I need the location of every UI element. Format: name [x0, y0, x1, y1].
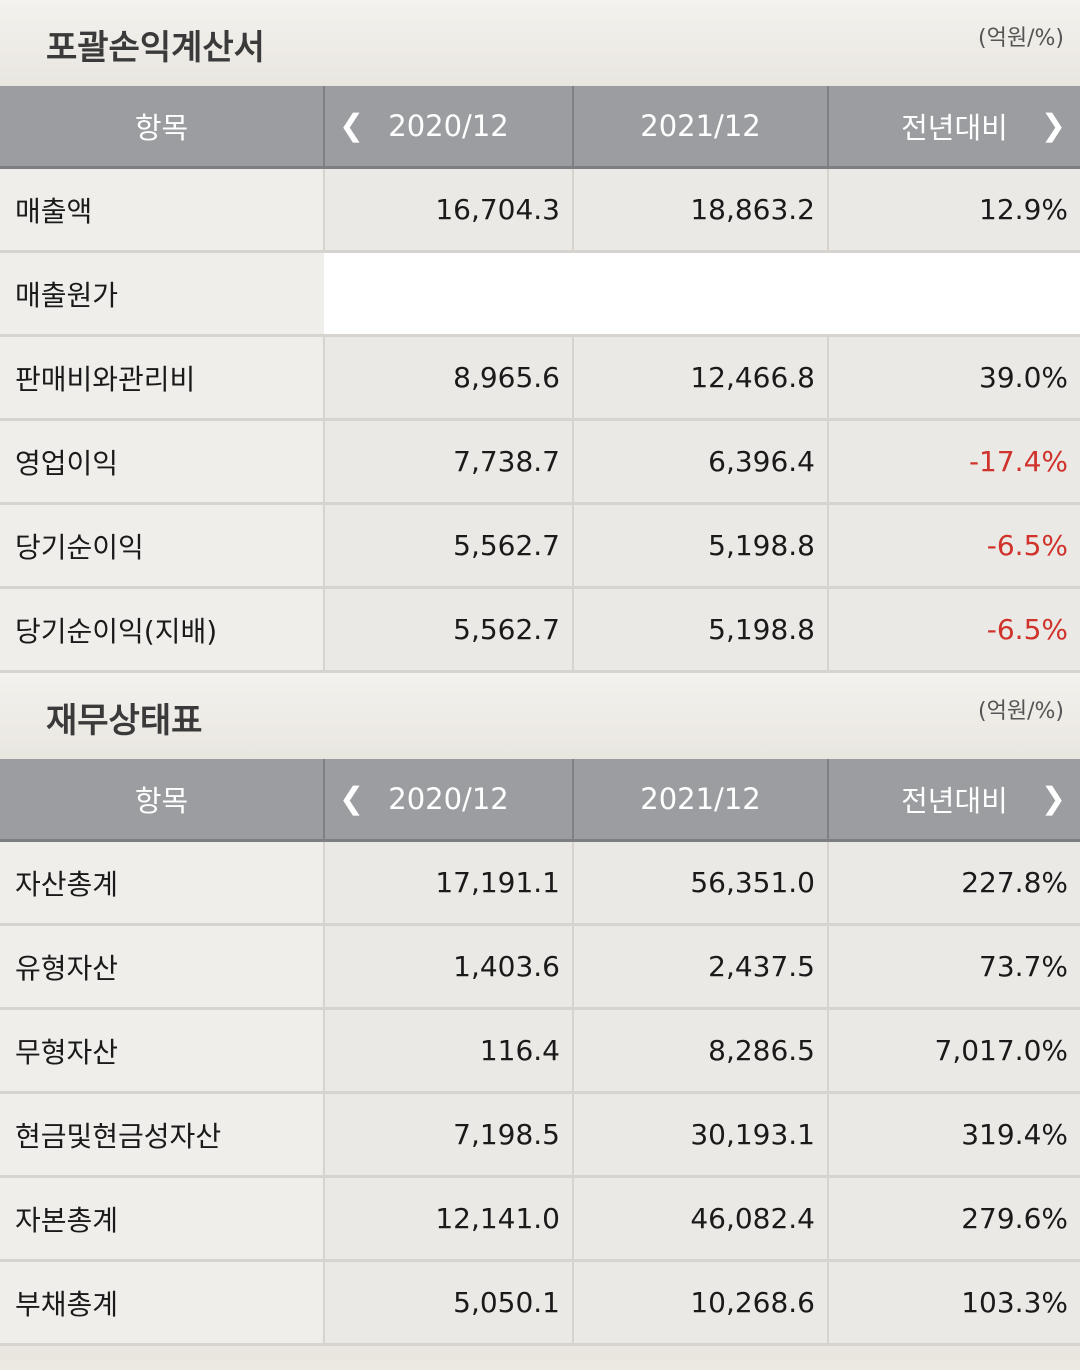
value-2020: 17,191.1 — [323, 840, 573, 926]
row-label: 당기순이익(지배) — [0, 587, 324, 673]
bottom-divider — [0, 1346, 1080, 1360]
value-yoy: 73.7% — [827, 924, 1080, 1010]
value-2020: 7,738.7 — [323, 419, 573, 505]
value-2020: 16,704.3 — [323, 167, 573, 253]
table-row: 무형자산 116.4 8,286.5 7,017.0% — [0, 1008, 1080, 1094]
balance-sheet-header: 재무상태표 (억원/%) — [0, 673, 1080, 759]
table-row: 자본총계 12,141.0 46,082.4 279.6% — [0, 1176, 1080, 1262]
value-2020: 7,198.5 — [323, 1092, 573, 1178]
value-2020: 1,403.6 — [323, 924, 573, 1010]
value-2021: 30,193.1 — [572, 1092, 828, 1178]
column-header-2021: 2021/12 — [572, 86, 828, 169]
income-statement-table: 항목 ❮ 2020/12 2021/12 전년대비 ❯ 매출액 16,704.3… — [0, 86, 1080, 673]
row-label: 유형자산 — [0, 924, 324, 1010]
column-header-yoy: 전년대비 ❯ — [827, 86, 1080, 169]
table-row: 자산총계 17,191.1 56,351.0 227.8% — [0, 840, 1080, 926]
value-yoy: 319.4% — [827, 1092, 1080, 1178]
value-yoy: 279.6% — [827, 1176, 1080, 1262]
value-yoy: -6.5% — [827, 503, 1080, 589]
value-yoy: -6.5% — [827, 587, 1080, 673]
row-label: 자본총계 — [0, 1176, 324, 1262]
row-label: 판매비와관리비 — [0, 335, 324, 421]
value-2020: 5,050.1 — [323, 1260, 573, 1346]
value-yoy: 12.9% — [827, 167, 1080, 253]
value-2020: 12,141.0 — [323, 1176, 573, 1262]
chevron-left-icon[interactable]: ❮ — [339, 108, 365, 144]
table-row: 매출원가 — [0, 251, 1080, 337]
value-2021: 5,198.8 — [572, 587, 828, 673]
column-header-2020: ❮ 2020/12 — [323, 759, 573, 842]
value-2021: 46,082.4 — [572, 1176, 828, 1262]
row-label: 매출액 — [0, 167, 324, 253]
value-yoy: 103.3% — [827, 1260, 1080, 1346]
row-label: 현금및현금성자산 — [0, 1092, 324, 1178]
income-unit-label: (억원/%) — [978, 26, 1064, 51]
table-row: 유형자산 1,403.6 2,437.5 73.7% — [0, 924, 1080, 1010]
value-yoy: 7,017.0% — [827, 1008, 1080, 1094]
column-header-yoy-label: 전년대비 — [901, 784, 1008, 818]
empty-values-cell — [324, 251, 1080, 337]
value-2020: 5,562.7 — [323, 503, 573, 589]
value-2021: 18,863.2 — [572, 167, 828, 253]
table-header-row: 항목 ❮ 2020/12 2021/12 전년대비 ❯ — [0, 86, 1080, 169]
column-header-item: 항목 — [0, 759, 324, 842]
value-2020: 116.4 — [323, 1008, 573, 1094]
row-label: 당기순이익 — [0, 503, 324, 589]
income-statement-header: 포괄손익계산서 (억원/%) — [0, 0, 1080, 86]
row-label: 매출원가 — [0, 251, 324, 337]
value-yoy: 227.8% — [827, 840, 1080, 926]
value-2021: 6,396.4 — [572, 419, 828, 505]
chevron-right-icon[interactable]: ❯ — [1040, 108, 1066, 144]
table-row: 부채총계 5,050.1 10,268.6 103.3% — [0, 1260, 1080, 1346]
balance-sheet-title: 재무상태표 — [46, 701, 203, 741]
column-header-2020-label: 2020/12 — [388, 782, 509, 816]
column-header-item: 항목 — [0, 86, 324, 169]
table-row: 매출액 16,704.3 18,863.2 12.9% — [0, 167, 1080, 253]
column-header-2020: ❮ 2020/12 — [323, 86, 573, 169]
table-row: 현금및현금성자산 7,198.5 30,193.1 319.4% — [0, 1092, 1080, 1178]
income-statement-title: 포괄손익계산서 — [46, 28, 265, 68]
chevron-left-icon[interactable]: ❮ — [339, 781, 365, 817]
balance-unit-label: (억원/%) — [978, 699, 1064, 724]
table-row: 당기순이익(지배) 5,562.7 5,198.8 -6.5% — [0, 587, 1080, 673]
table-row: 영업이익 7,738.7 6,396.4 -17.4% — [0, 419, 1080, 505]
table-header-row: 항목 ❮ 2020/12 2021/12 전년대비 ❯ — [0, 759, 1080, 842]
column-header-yoy: 전년대비 ❯ — [827, 759, 1080, 842]
value-2021: 10,268.6 — [572, 1260, 828, 1346]
column-header-2020-label: 2020/12 — [388, 109, 509, 143]
value-2021: 56,351.0 — [572, 840, 828, 926]
table-row: 당기순이익 5,562.7 5,198.8 -6.5% — [0, 503, 1080, 589]
value-2021: 8,286.5 — [572, 1008, 828, 1094]
value-2021: 5,198.8 — [572, 503, 828, 589]
row-label: 영업이익 — [0, 419, 324, 505]
column-header-yoy-label: 전년대비 — [901, 111, 1008, 145]
column-header-2021: 2021/12 — [572, 759, 828, 842]
value-yoy: -17.4% — [827, 419, 1080, 505]
table-row: 판매비와관리비 8,965.6 12,466.8 39.0% — [0, 335, 1080, 421]
chevron-right-icon[interactable]: ❯ — [1040, 781, 1066, 817]
row-label: 부채총계 — [0, 1260, 324, 1346]
value-2021: 2,437.5 — [572, 924, 828, 1010]
value-2020: 5,562.7 — [323, 587, 573, 673]
value-yoy: 39.0% — [827, 335, 1080, 421]
row-label: 무형자산 — [0, 1008, 324, 1094]
row-label: 자산총계 — [0, 840, 324, 926]
value-2021: 12,466.8 — [572, 335, 828, 421]
balance-sheet-table: 항목 ❮ 2020/12 2021/12 전년대비 ❯ 자산총계 17,191.… — [0, 759, 1080, 1346]
value-2020: 8,965.6 — [323, 335, 573, 421]
